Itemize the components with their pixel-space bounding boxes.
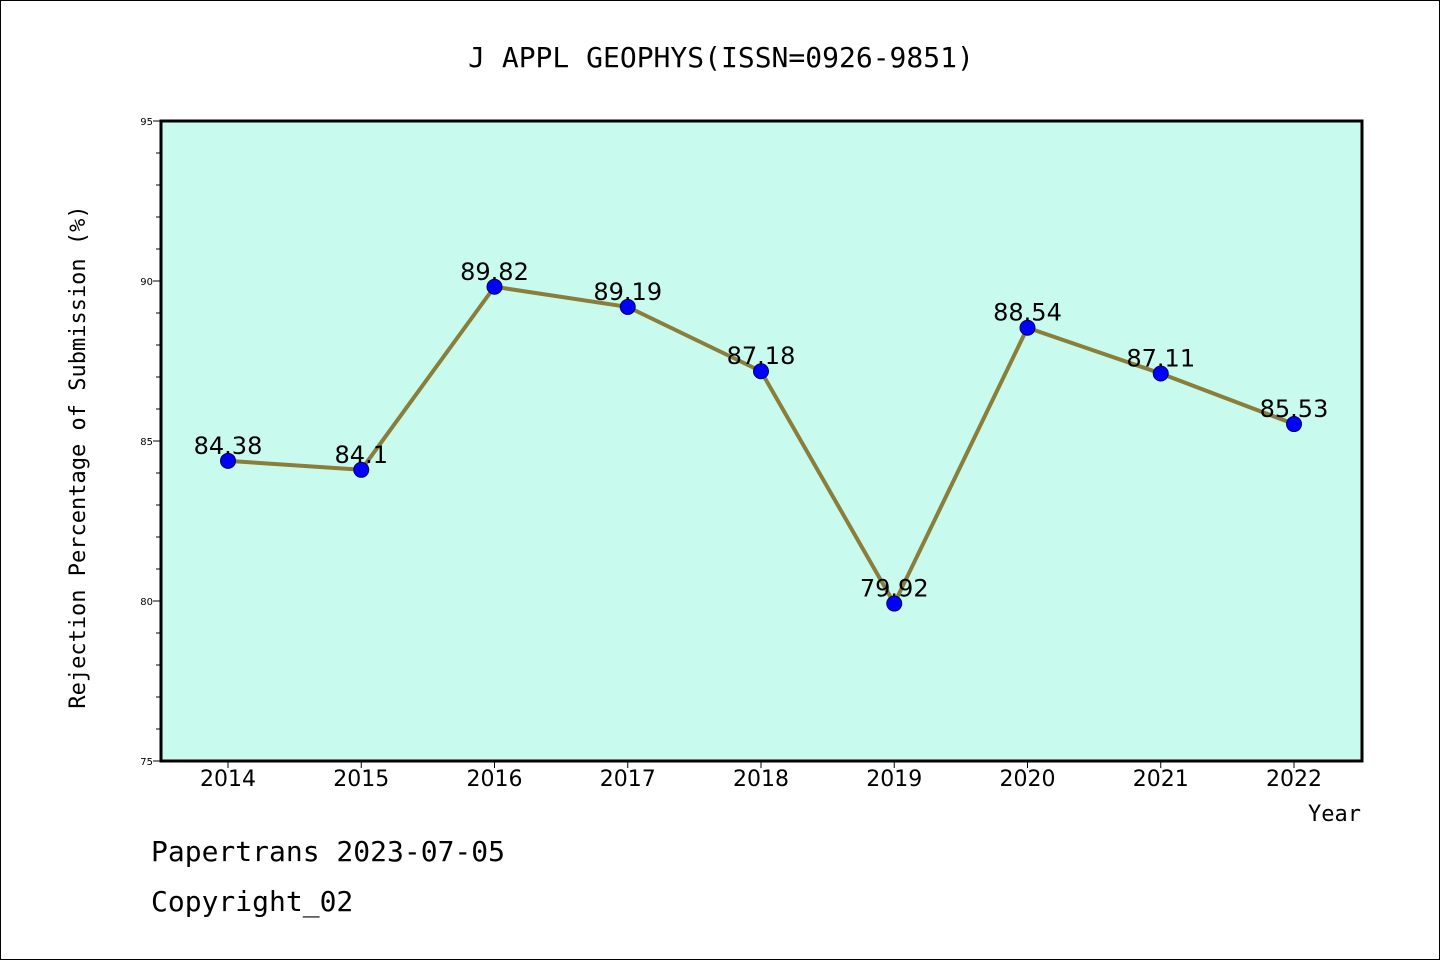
x-axis-label: Year [1308, 802, 1361, 827]
data-point [1152, 365, 1169, 382]
plot-area [159, 119, 1364, 763]
y-tick-label: 95 [140, 117, 153, 128]
chart-title: J APPL GEOPHYS(ISSN=0926-9851) [468, 41, 974, 74]
data-point [753, 363, 769, 380]
data-point [886, 595, 903, 612]
series-layer: 84.38 84.1 89.82 89.19 87.18 79.92 88.54 87.11 8… [194, 258, 1329, 612]
x-tick-label: 2021 [1133, 767, 1189, 792]
data-point [619, 298, 636, 315]
data-label: 84.1 [335, 441, 388, 469]
y-tick-label: 75 [140, 757, 153, 768]
data-label: 84.38 [194, 432, 263, 460]
data-label: 79.92 [860, 575, 929, 603]
data-label: 87.11 [1126, 344, 1195, 372]
data-point [220, 452, 236, 469]
x-tick-label: 2018 [733, 767, 789, 792]
x-tick-label: 2014 [200, 767, 256, 792]
y-axis-label: Rejection Percentage of Submission (%) [66, 205, 91, 708]
footer-copyright: Copyright_02 [151, 885, 354, 918]
y-tick-label: 80 [140, 597, 153, 608]
y-tick-label: 85 [140, 437, 153, 448]
y-axis: 75 80 85 90 95 [140, 117, 161, 768]
data-point [1019, 319, 1036, 336]
data-label: 87.18 [727, 342, 796, 370]
data-point [1286, 416, 1302, 433]
data-label: 88.54 [993, 299, 1062, 327]
footer-date: Papertrans 2023-07-05 [151, 835, 506, 868]
x-tick-label: 2015 [333, 767, 389, 792]
x-axis: 2014 2015 2016 2017 2018 2019 2020 2021 2022 [200, 761, 1322, 792]
x-tick-label: 2020 [1000, 767, 1056, 792]
data-point [486, 278, 503, 295]
x-tick-label: 2017 [600, 767, 656, 792]
y-tick-label: 90 [140, 277, 153, 288]
x-tick-label: 2019 [866, 767, 922, 792]
data-label: 89.19 [593, 278, 662, 306]
data-label: 85.53 [1260, 395, 1329, 423]
x-tick-label: 2022 [1266, 767, 1322, 792]
data-label: 89.82 [460, 258, 529, 286]
x-tick-label: 2016 [467, 767, 523, 792]
data-point [353, 461, 370, 478]
